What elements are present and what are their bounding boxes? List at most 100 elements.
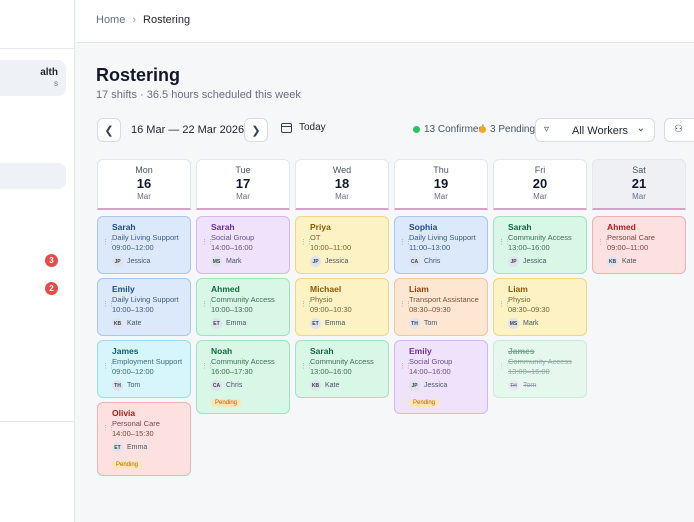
day-header: Fri 20 Mar (493, 159, 587, 210)
drag-handle-icon[interactable]: ⋮⋮ (201, 301, 214, 308)
worker-avatar: CA (211, 380, 222, 391)
assigned-worker: JP Jessica (508, 256, 582, 267)
shift-time: 10:00–13:00 (112, 305, 154, 314)
worker-avatar: KB (112, 318, 123, 329)
drag-handle-icon[interactable]: ⋮⋮ (201, 239, 214, 246)
top-bar: Home › Rostering (76, 0, 694, 43)
day-name: Wed (332, 165, 352, 175)
drag-handle-icon[interactable]: ⋮⋮ (102, 301, 115, 308)
shift-card[interactable]: ⋮⋮ Sarah Community Access 13:00–16:00 JP Jess… (493, 216, 587, 274)
pending-dot-icon (479, 126, 486, 133)
drag-handle-icon[interactable]: ⋮⋮ (201, 363, 214, 370)
service-type: Physio (508, 295, 531, 304)
users-icon: ⚇ (674, 124, 683, 135)
shift-time: 14:00–16:00 (409, 367, 451, 376)
shift-card[interactable]: ⋮⋮ Olivia Personal Care 14:00–15:30 ET Emma Pe… (97, 402, 191, 476)
service-type: Daily Living Support (409, 233, 476, 242)
participant-name: Michael (310, 284, 342, 294)
drag-handle-icon[interactable]: ⋮⋮ (102, 239, 115, 246)
chevron-left-icon: ❮ (104, 124, 114, 137)
shift-card[interactable]: ⋮⋮ Sophia Daily Living Support 11:00–13:00 C… (394, 216, 488, 274)
shift-time: 13:00–16:00 (508, 243, 550, 252)
shift-card[interactable]: ⋮⋮ Michael Physio 09:00–10:30 ET Emma (295, 278, 389, 336)
day-column-fri: Fri 20 Mar (493, 159, 587, 210)
today-button[interactable]: Today (281, 122, 326, 133)
participant-name: Liam (508, 284, 528, 294)
next-week-button[interactable]: ❯ (244, 118, 268, 142)
drag-handle-icon[interactable]: ⋮⋮ (102, 425, 115, 432)
worker-avatar: ET (211, 318, 222, 329)
worker-name: Chris (424, 258, 441, 265)
service-type: Personal Care (112, 419, 160, 428)
drag-handle-icon[interactable]: ⋮⋮ (300, 363, 313, 370)
worker-name: Emma (127, 444, 148, 451)
assigned-worker: TH Tom (409, 318, 483, 329)
shift-card[interactable]: ⋮⋮ James Employment Support 09:00–12:00 TH To… (97, 340, 191, 398)
drag-handle-icon[interactable]: ⋮⋮ (399, 363, 412, 370)
drag-handle-icon[interactable]: ⋮⋮ (399, 239, 412, 246)
chevron-down-icon: ⌄ (636, 123, 645, 134)
organization-switcher[interactable]: alth s (0, 60, 66, 96)
assigned-worker: KB Kate (607, 256, 681, 267)
drag-handle-icon[interactable]: ⋮⋮ (498, 363, 511, 370)
shift-card[interactable]: ⋮⋮ Liam Transport Assistance 08:30–09:30 TH T… (394, 278, 488, 336)
worker-name: Kate (127, 320, 142, 327)
participant-name: Noah (211, 346, 233, 356)
shift-time: 08:30–09:30 (508, 305, 550, 314)
shift-card[interactable]: ⋮⋮ James Community Access 13:00–16:00 TH Tom (493, 340, 587, 398)
worker-avatar: JP (409, 380, 420, 391)
shift-card[interactable]: ⋮⋮ Sarah Daily Living Support 09:00–12:00 JP… (97, 216, 191, 274)
breadcrumb-home-link[interactable]: Home (96, 14, 126, 26)
page-subtitle: 17 shifts · 36.5 hours scheduled this we… (96, 89, 301, 101)
service-type: Community Access (211, 295, 275, 304)
service-type: Transport Assistance (409, 295, 479, 304)
workers-filter-select[interactable]: ▿ All Workers ⌄ (535, 118, 655, 142)
sidebar-divider (0, 421, 74, 422)
shift-card[interactable]: ⋮⋮ Sarah Social Group 14:00–16:00 MS Mark (196, 216, 290, 274)
service-type: Community Access (508, 233, 572, 242)
shift-card[interactable]: ⋮⋮ Emily Social Group 14:00–16:00 JP Jessica P… (394, 340, 488, 414)
shift-time: 14:00–15:30 (112, 429, 154, 438)
shift-time: 09:00–11:00 (607, 243, 649, 252)
shift-card[interactable]: ⋮⋮ Ahmed Personal Care 09:00–11:00 KB Kate (592, 216, 686, 274)
shift-card[interactable]: ⋮⋮ Ahmed Community Access 10:00–13:00 ET Emma (196, 278, 290, 336)
worker-avatar: KB (607, 256, 618, 267)
worker-name: Jessica (325, 258, 349, 265)
day-number: 17 (235, 176, 251, 191)
sidebar-item-active[interactable] (0, 163, 66, 189)
shift-card[interactable]: ⋮⋮ Emily Daily Living Support 10:00–13:00 KB… (97, 278, 191, 336)
participant-name: Sarah (310, 346, 334, 356)
drag-handle-icon[interactable]: ⋮⋮ (498, 239, 511, 246)
drag-handle-icon[interactable]: ⋮⋮ (498, 301, 511, 308)
assigned-worker: KB Kate (112, 318, 186, 329)
previous-week-button[interactable]: ❮ (97, 118, 121, 142)
shift-card[interactable]: ⋮⋮ Sarah Community Access 13:00–16:00 KB Kate (295, 340, 389, 398)
shift-time: 11:00–13:00 (409, 243, 451, 252)
assigned-worker: ET Emma (310, 318, 384, 329)
service-type: Personal Care (607, 233, 655, 242)
worker-name: Jessica (127, 258, 151, 265)
people-button[interactable]: ⚇ (664, 118, 694, 142)
service-type: Daily Living Support (112, 295, 179, 304)
drag-handle-icon[interactable]: ⋮⋮ (300, 239, 313, 246)
assigned-worker: CA Chris (409, 256, 483, 267)
worker-avatar: ET (112, 442, 123, 453)
participant-name: James (508, 346, 535, 356)
drag-handle-icon[interactable]: ⋮⋮ (597, 239, 610, 246)
shift-card[interactable]: ⋮⋮ Liam Physio 08:30–09:30 MS Mark (493, 278, 587, 336)
assigned-worker: ET Emma (112, 442, 186, 453)
shift-card[interactable]: ⋮⋮ Noah Community Access 16:00–17:30 CA Chris… (196, 340, 290, 414)
worker-name: Mark (226, 258, 242, 265)
drag-handle-icon[interactable]: ⋮⋮ (102, 363, 115, 370)
participant-name: Sarah (211, 222, 235, 232)
shift-time: 10:00–11:00 (310, 243, 352, 252)
shift-card[interactable]: ⋮⋮ Priya OT 10:00–11:00 JP Jessica (295, 216, 389, 274)
worker-name: Tom (424, 320, 438, 327)
day-number: 19 (433, 176, 449, 191)
day-column-sat: Sat 21 Mar (592, 159, 686, 210)
drag-handle-icon[interactable]: ⋮⋮ (300, 301, 313, 308)
notification-badge: 3 (45, 254, 58, 267)
day-number: 16 (136, 176, 152, 191)
drag-handle-icon[interactable]: ⋮⋮ (399, 301, 412, 308)
sidebar-divider (0, 48, 74, 49)
